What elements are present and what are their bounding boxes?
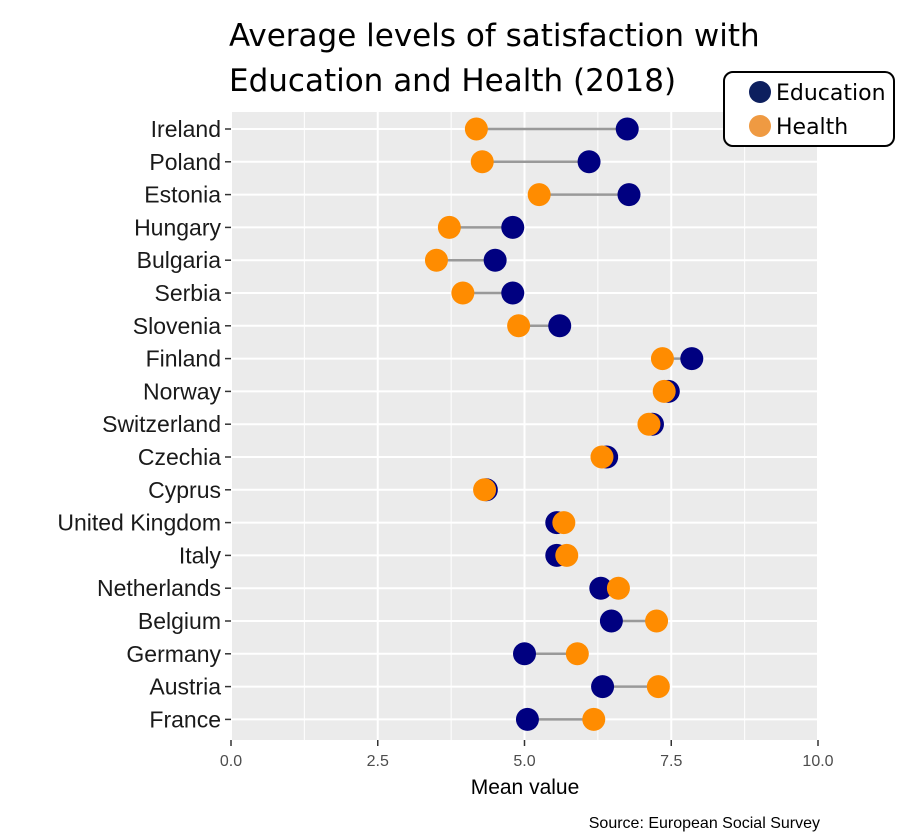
health-point-united-kingdom	[552, 511, 576, 535]
data-points	[424, 117, 704, 731]
health-point-austria	[646, 675, 670, 699]
education-point-netherlands	[589, 576, 613, 600]
x-tick-label-3: 7.5	[660, 753, 682, 770]
category-label-switzerland: Switzerland	[102, 411, 221, 437]
health-point-finland	[650, 347, 674, 371]
source-note: Source: European Social Survey	[589, 815, 820, 832]
chart-title-line-1: Average levels of satisfaction with	[229, 18, 760, 54]
category-label-serbia: Serbia	[155, 280, 222, 306]
category-label-hungary: Hungary	[134, 214, 221, 240]
legend-education-marker	[749, 81, 771, 103]
education-point-bulgaria	[483, 248, 507, 272]
category-label-norway: Norway	[143, 378, 221, 404]
health-point-bulgaria	[424, 248, 448, 272]
health-point-hungary	[437, 215, 461, 239]
category-labels: Ireland Poland Estonia Hungary Bulgaria Serbi…	[57, 116, 231, 732]
education-point-hungary	[501, 215, 525, 239]
education-point-ireland	[615, 117, 639, 141]
education-point-belgium	[599, 609, 623, 633]
education-point-austria	[591, 675, 615, 699]
category-label-slovenia: Slovenia	[133, 313, 221, 339]
health-point-slovenia	[507, 314, 531, 338]
health-point-italy	[555, 543, 579, 567]
x-tick-label-1: 2.5	[367, 753, 389, 770]
education-point-finland	[680, 347, 704, 371]
health-point-cyprus	[473, 478, 497, 502]
health-point-ireland	[464, 117, 488, 141]
legend-education-label: Education	[776, 81, 886, 106]
x-axis-ticks: 0.0 2.5 5.0 7.5 10.0	[220, 740, 834, 770]
category-label-estonia: Estonia	[144, 182, 221, 208]
category-label-france: France	[149, 706, 221, 732]
category-label-united-kingdom: United Kingdom	[57, 510, 221, 536]
education-point-poland	[577, 150, 601, 174]
category-label-italy: Italy	[179, 542, 222, 568]
category-label-cyprus: Cyprus	[148, 477, 221, 503]
category-label-netherlands: Netherlands	[97, 575, 221, 601]
education-point-slovenia	[548, 314, 572, 338]
category-label-poland: Poland	[149, 149, 221, 175]
health-point-netherlands	[606, 576, 630, 600]
health-point-germany	[565, 642, 589, 666]
chart-title-line-2: Education and Health (2018)	[229, 63, 676, 99]
health-point-estonia	[527, 183, 551, 207]
health-point-czechia	[590, 445, 614, 469]
education-point-estonia	[617, 183, 641, 207]
education-point-serbia	[501, 281, 525, 305]
x-axis-title: Mean value	[471, 776, 580, 799]
category-label-czechia: Czechia	[138, 444, 221, 470]
health-point-belgium	[645, 609, 669, 633]
education-point-germany	[513, 642, 536, 666]
legend-health-marker	[749, 115, 771, 137]
health-point-poland	[470, 150, 494, 174]
category-label-bulgaria: Bulgaria	[137, 247, 222, 273]
legend-health-label: Health	[776, 115, 848, 140]
category-label-finland: Finland	[146, 346, 221, 372]
education-point-france	[515, 707, 539, 731]
health-point-serbia	[451, 281, 475, 305]
category-label-ireland: Ireland	[151, 116, 221, 142]
x-tick-label-4: 10.0	[802, 753, 833, 770]
x-tick-label-2: 5.0	[513, 753, 535, 770]
health-point-france	[582, 707, 606, 731]
health-point-norway	[652, 379, 676, 403]
health-point-switzerland	[637, 412, 661, 436]
category-label-austria: Austria	[149, 674, 221, 700]
category-label-germany: Germany	[126, 641, 221, 667]
x-tick-label-0: 0.0	[220, 753, 242, 770]
legend: Education Health	[723, 71, 895, 147]
category-label-belgium: Belgium	[138, 608, 221, 634]
